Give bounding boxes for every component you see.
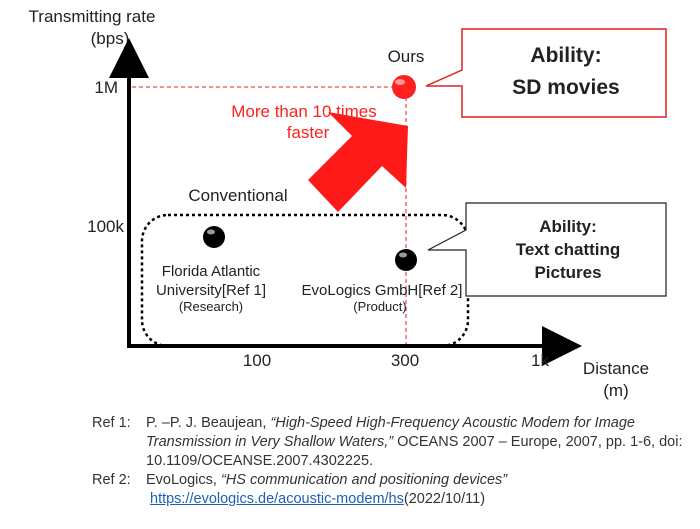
point-evologics xyxy=(395,249,417,271)
callout-ours xyxy=(425,28,667,118)
point-evologics-label2: (Product) xyxy=(353,299,406,314)
reference-2: Ref 2: EvoLogics, “HS communication and … xyxy=(92,471,692,490)
x-axis-title-line2: (m) xyxy=(603,381,628,400)
reference-2-date: (2022/10/11) xyxy=(403,491,486,507)
x-tick-1k: 1k xyxy=(531,351,549,370)
references: Ref 1: P. –P. J. Beaujean, “High-Speed H… xyxy=(92,414,692,509)
point-florida-label1: Florida Atlantic xyxy=(162,263,261,280)
callout-conventional-line1: Ability: xyxy=(539,217,597,236)
reference-1-title: “High-Speed High-Frequency Acoustic Mode… xyxy=(146,415,635,450)
reference-2-tag: Ref 2: xyxy=(92,472,131,488)
point-ours-highlight xyxy=(395,79,405,85)
callout-conventional xyxy=(427,202,667,297)
conventional-region xyxy=(140,213,470,348)
point-florida-highlight xyxy=(207,229,215,235)
reference-2-link[interactable]: https://evologics.de/acoustic-modem/hs xyxy=(150,491,404,507)
conventional-label: Conventional xyxy=(188,186,287,205)
chart: Transmitting rate (bps) Distance (m) 1M … xyxy=(29,7,667,400)
y-tick-1m: 1M xyxy=(94,78,118,97)
point-florida-label2: University[Ref 1] xyxy=(156,282,266,299)
y-axis-title-line2: (bps) xyxy=(91,29,130,48)
improvement-arrow xyxy=(308,112,408,212)
reference-1-authors: P. –P. J. Beaujean, xyxy=(146,415,271,431)
reference-2-link-row: https://evologics.de/acoustic-modem/hs(2… xyxy=(92,490,692,509)
improvement-text-line1: More than 10 times xyxy=(231,102,377,121)
point-ours-label: Ours xyxy=(388,47,425,66)
reference-2-body: EvoLogics, “HS communication and positio… xyxy=(146,471,692,490)
point-florida-label3: (Research) xyxy=(179,299,243,314)
callout-conventional-line2: Text chatting xyxy=(516,240,621,259)
reference-1-source: OCEANS 2007 – Europe, 2007, pp. 1-6, doi… xyxy=(146,434,683,469)
reference-1-body: P. –P. J. Beaujean, “High-Speed High-Fre… xyxy=(146,414,692,471)
callout-conventional-line3: Pictures xyxy=(534,263,601,282)
reference-1: Ref 1: P. –P. J. Beaujean, “High-Speed H… xyxy=(92,414,692,471)
reference-2-title: “HS communication and positioning device… xyxy=(220,472,508,488)
point-evologics-label1: EvoLogics GmbH[Ref 2] xyxy=(302,282,463,299)
x-tick-100: 100 xyxy=(243,351,271,370)
reference-2-authors: EvoLogics, xyxy=(146,472,221,488)
point-evologics-highlight xyxy=(399,252,407,258)
point-florida xyxy=(203,226,225,248)
y-tick-100k: 100k xyxy=(87,217,124,236)
x-tick-300: 300 xyxy=(391,351,419,370)
point-ours xyxy=(392,75,416,99)
y-axis-title-line1: Transmitting rate xyxy=(29,7,156,26)
x-axis-title-line1: Distance xyxy=(583,359,649,378)
callout-ours-line2: SD movies xyxy=(512,76,619,99)
reference-1-tag: Ref 1: xyxy=(92,415,131,431)
improvement-text-line2: faster xyxy=(287,123,330,142)
callout-ours-line1: Ability: xyxy=(530,44,601,67)
